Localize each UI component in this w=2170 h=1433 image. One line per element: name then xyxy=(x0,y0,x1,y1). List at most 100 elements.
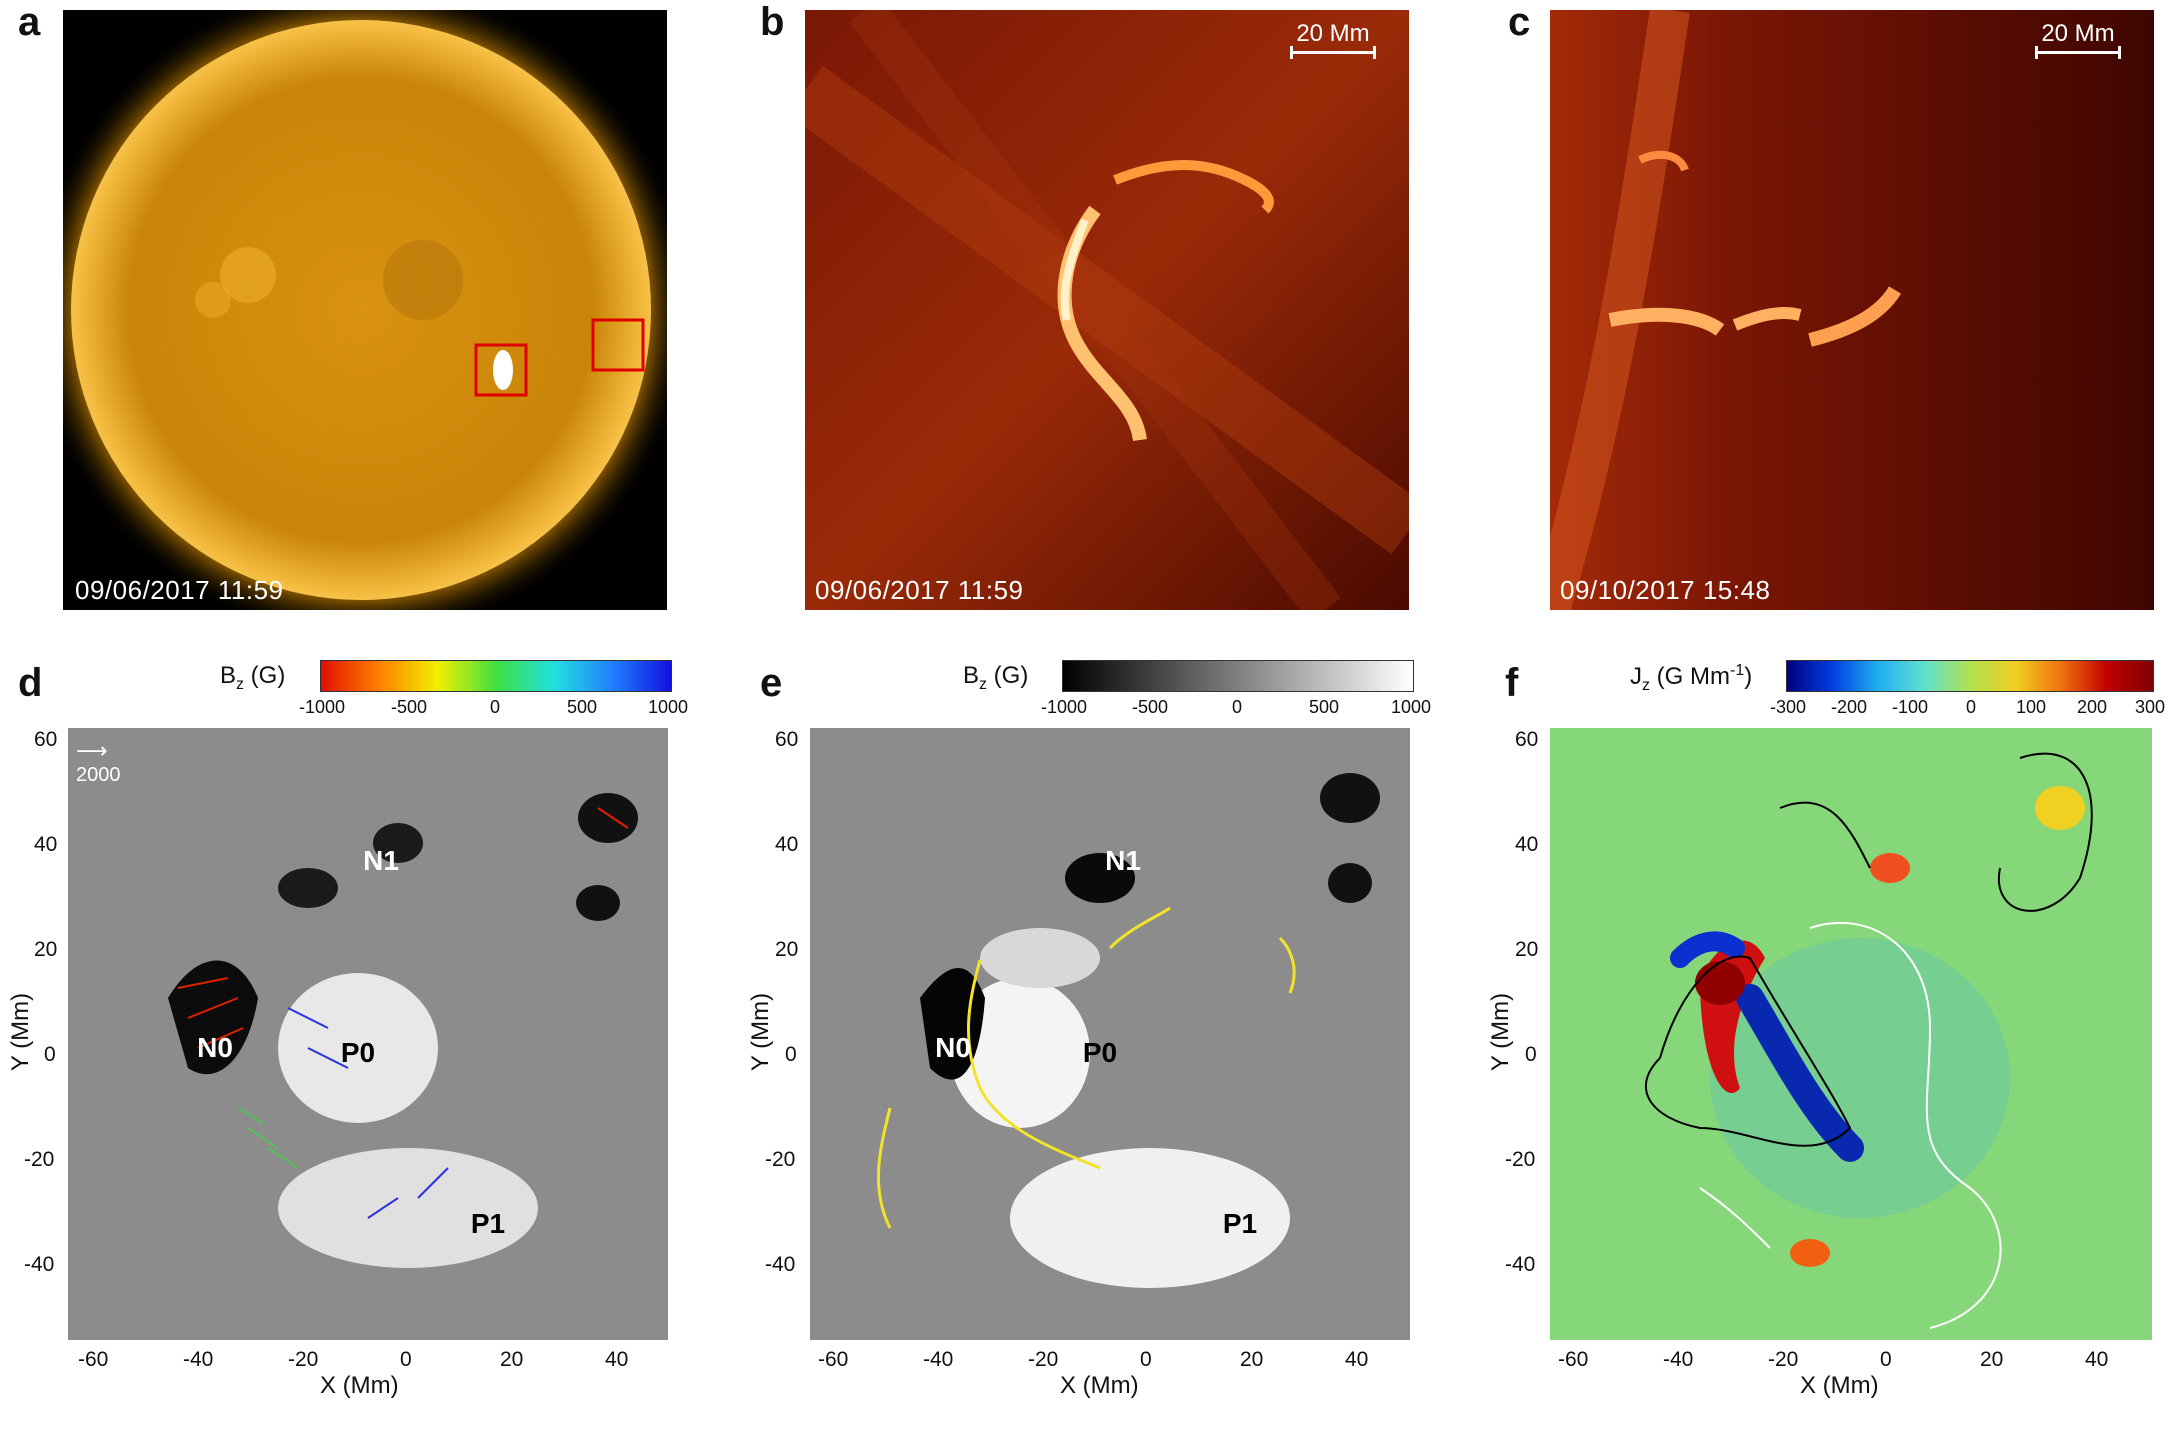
ytick-f: 60 xyxy=(1515,728,1539,751)
ytick-d: -20 xyxy=(24,1148,55,1171)
cbar-title-e: Bz (G) xyxy=(963,662,1029,693)
xtick-f: -40 xyxy=(1663,1348,1694,1371)
region-label-p0: P0 xyxy=(1082,1037,1118,1068)
xtick-e: -20 xyxy=(1028,1348,1059,1371)
ytick-f: -20 xyxy=(1505,1148,1536,1171)
cbar-tick: 500 xyxy=(566,697,598,717)
xtick-e: 40 xyxy=(1345,1348,1369,1371)
ytick-d: 60 xyxy=(34,728,58,751)
cbar-tick: -100 xyxy=(1891,697,1929,717)
flare-ribbons-c xyxy=(1550,10,2154,610)
cbar-tick: 100 xyxy=(2015,697,2047,717)
panel-letter-b: b xyxy=(760,0,785,44)
ytick-f: 20 xyxy=(1515,938,1539,961)
panel-letter-a: a xyxy=(18,0,41,44)
cbar-tick: 0 xyxy=(1965,697,1977,717)
ytick-d: 40 xyxy=(34,833,58,856)
cbar-tick: 0 xyxy=(1231,697,1243,717)
xlabel-d: X (Mm) xyxy=(320,1372,399,1399)
region-label-n1: N1 xyxy=(1105,845,1141,876)
cbar-tick: 0 xyxy=(489,697,501,717)
ytick-e: 20 xyxy=(775,938,799,961)
ytick-f: 0 xyxy=(1525,1043,1537,1066)
ytick-d: 0 xyxy=(44,1043,56,1066)
ytick-e: 0 xyxy=(785,1043,797,1066)
xlabel-e: X (Mm) xyxy=(1060,1372,1139,1399)
cbar-tick: -200 xyxy=(1830,697,1868,717)
ytick-d: 20 xyxy=(34,938,58,961)
ytick-e: 60 xyxy=(775,728,799,751)
arrow-right-icon: ⟶ xyxy=(76,738,108,763)
ytick-f: 40 xyxy=(1515,833,1539,856)
xtick-d: -60 xyxy=(78,1348,109,1371)
magnetogram-e xyxy=(810,728,1410,1340)
cbar-tick: 200 xyxy=(2076,697,2108,717)
cbar-tick: -1000 xyxy=(1040,697,1088,717)
reference-arrow-label: 2000 xyxy=(76,764,121,786)
ylabel-f: Y (Mm) xyxy=(1487,992,1515,1072)
xtick-d: 20 xyxy=(500,1348,524,1371)
xtick-d: -40 xyxy=(183,1348,214,1371)
current-density-map xyxy=(1550,728,2152,1340)
cbar-tick: -500 xyxy=(1131,697,1169,717)
xtick-e: -60 xyxy=(818,1348,849,1371)
full-disk-sun xyxy=(63,10,667,610)
cbar-tick: 1000 xyxy=(647,697,689,717)
region-label-n0: N0 xyxy=(935,1032,971,1063)
xtick-e: 20 xyxy=(1240,1348,1264,1371)
reference-arrow: ⟶ 2000 xyxy=(76,738,121,787)
xtick-e: -40 xyxy=(923,1348,954,1371)
ytick-f: -40 xyxy=(1505,1253,1536,1276)
region-label-p1: P1 xyxy=(1222,1208,1258,1239)
xtick-d: -20 xyxy=(288,1348,319,1371)
timestamp-b: 09/06/2017 11:59 xyxy=(815,575,1024,605)
region-box-left xyxy=(474,343,528,397)
region-box-right xyxy=(591,318,645,372)
xtick-f: -20 xyxy=(1768,1348,1799,1371)
colorbar-d xyxy=(320,660,672,692)
panel-letter-e: e xyxy=(760,661,783,705)
xtick-f: 0 xyxy=(1880,1348,1892,1371)
panel-e-magnetogram: N1 N0 P0 P1 xyxy=(810,728,1410,1340)
magnetogram-d xyxy=(68,728,668,1340)
timestamp-c: 09/10/2017 15:48 xyxy=(1560,575,1771,605)
cbar-tick: -1000 xyxy=(298,697,346,717)
ytick-e: 40 xyxy=(775,833,799,856)
cbar-tick: 1000 xyxy=(1390,697,1432,717)
xtick-d: 0 xyxy=(400,1348,412,1371)
panel-letter-d: d xyxy=(18,661,43,705)
timestamp-a: 09/06/2017 11:59 xyxy=(75,575,284,605)
xtick-f: 20 xyxy=(1980,1348,2004,1371)
colorbar-f xyxy=(1786,660,2154,692)
panel-c-euv-image xyxy=(1550,10,2154,610)
xtick-f: 40 xyxy=(2085,1348,2109,1371)
panel-f-current-density xyxy=(1550,728,2152,1340)
xtick-e: 0 xyxy=(1140,1348,1152,1371)
region-label-p0: P0 xyxy=(340,1037,376,1068)
xtick-f: -60 xyxy=(1558,1348,1589,1371)
scalebar-label-b: 20 Mm xyxy=(1296,20,1370,47)
panel-b-euv-image xyxy=(805,10,1409,610)
cbar-tick: 300 xyxy=(2134,697,2166,717)
cbar-title-d: Bz (G) xyxy=(220,662,286,693)
cbar-tick: 500 xyxy=(1308,697,1340,717)
region-label-n1: N1 xyxy=(363,845,399,876)
flare-ribbons-b xyxy=(805,10,1409,610)
panel-letter-f: f xyxy=(1505,661,1519,705)
ylabel-d: Y (Mm) xyxy=(7,992,35,1072)
cbar-tick: -500 xyxy=(390,697,428,717)
region-label-n0: N0 xyxy=(197,1032,233,1063)
region-label-p1: P1 xyxy=(470,1208,506,1239)
cbar-title-f: Jz (G Mm-1) xyxy=(1630,662,1753,694)
ylabel-e: Y (Mm) xyxy=(747,992,775,1072)
scalebar-bar-b xyxy=(1290,46,1376,59)
ytick-d: -40 xyxy=(24,1253,55,1276)
panel-d-magnetogram: ⟶ 2000 N1 N0 P0 P1 xyxy=(68,728,668,1340)
panel-a-sun-image xyxy=(63,10,667,610)
xlabel-f: X (Mm) xyxy=(1800,1372,1879,1399)
scalebar-c: 20 Mm xyxy=(2035,20,2121,59)
scalebar-bar-c xyxy=(2035,46,2121,59)
colorbar-e xyxy=(1062,660,1414,692)
scalebar-b: 20 Mm xyxy=(1290,20,1376,59)
xtick-d: 40 xyxy=(605,1348,629,1371)
